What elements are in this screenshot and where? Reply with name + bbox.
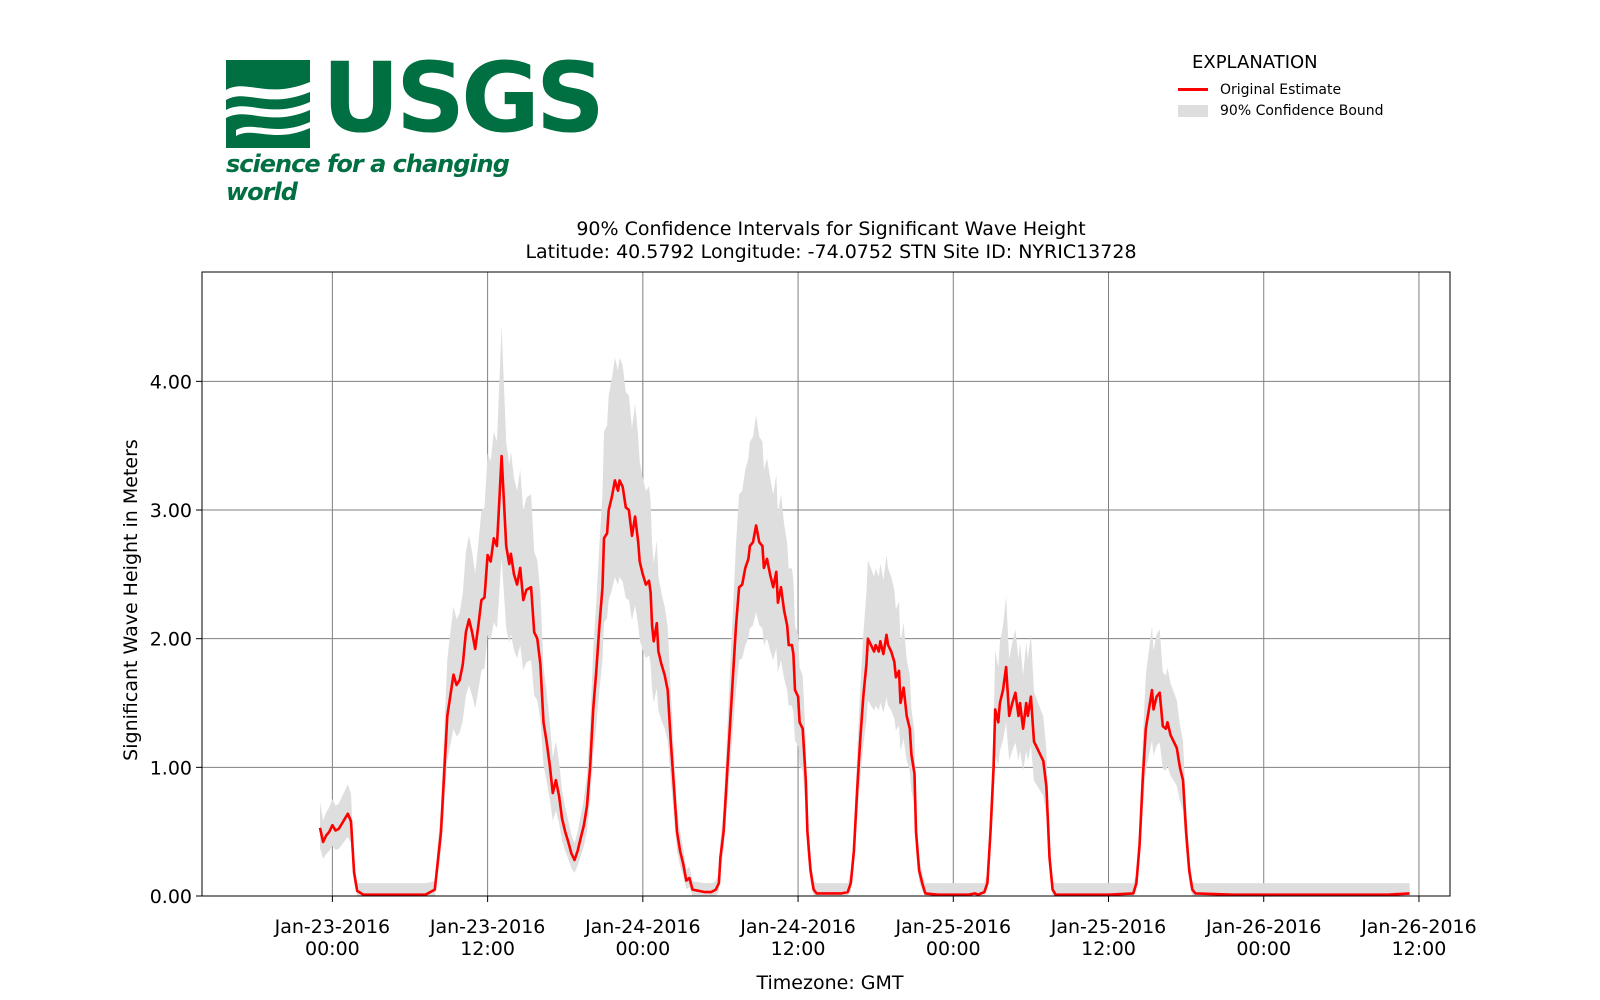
x-tick-label-date: Jan-23-2016 [274,916,391,938]
x-tick-label-date: Jan-23-2016 [429,916,546,938]
usgs-logo: USGS science for a changing world [226,50,605,206]
x-tick-label-date: Jan-26-2016 [1205,916,1322,938]
tick-layer: Jan-23-201600:00Jan-23-201612:00Jan-24-2… [150,371,1477,960]
confidence-band [320,326,1410,896]
estimate-line-layer [318,454,1410,896]
legend-label: 90% Confidence Bound [1220,102,1384,119]
y-tick-label: 1.00 [150,757,192,779]
y-tick-label: 4.00 [150,371,192,393]
y-tick-label: 3.00 [150,500,192,522]
usgs-wave-mark-icon [226,60,310,148]
legend-swatch-band [1178,104,1208,117]
plot-frame [201,271,1451,897]
legend-title: EXPLANATION [1192,52,1318,73]
y-tick-label: 0.00 [150,886,192,908]
x-tick-label-time: 12:00 [1081,938,1136,960]
x-tick-label-time: 12:00 [460,938,515,960]
confidence-band-layer [320,326,1410,896]
x-tick-label-time: 00:00 [1236,938,1291,960]
x-tick-label-date: Jan-26-2016 [1360,916,1477,938]
x-tick-label-time: 00:00 [615,938,670,960]
x-tick-label-date: Jan-25-2016 [895,916,1012,938]
x-tick-label-time: 00:00 [305,938,360,960]
x-tick-label-time: 12:00 [1392,938,1447,960]
chart-title-block: 90% Confidence Intervals for Significant… [0,218,1600,264]
grid-layer [202,272,1450,897]
chart-subtitle: Latitude: 40.5792 Longitude: -74.0752 ST… [525,241,1137,263]
x-tick-label-date: Jan-25-2016 [1050,916,1167,938]
x-tick-label-time: 12:00 [771,938,826,960]
usgs-wordmark: USGS [322,42,605,154]
usgs-tagline: science for a changing world [226,150,510,206]
x-axis-label: Timezone: GMT [756,972,904,994]
x-tick-label-date: Jan-24-2016 [739,916,856,938]
legend-item-confidence-bound: 90% Confidence Bound [1178,100,1438,121]
x-tick-label-time: 00:00 [926,938,981,960]
legend-swatch-line [1178,88,1208,91]
chart-title: 90% Confidence Intervals for Significant… [576,218,1086,240]
y-axis-label: Significant Wave Height in Meters [120,439,142,761]
original-estimate-line [318,454,1410,896]
legend-item-original-estimate: Original Estimate [1178,79,1438,100]
x-tick-label-date: Jan-24-2016 [584,916,701,938]
legend-label: Original Estimate [1220,81,1342,98]
y-tick-label: 2.00 [150,629,192,651]
legend: EXPLANATION Original Estimate 90% Confid… [1178,52,1438,121]
